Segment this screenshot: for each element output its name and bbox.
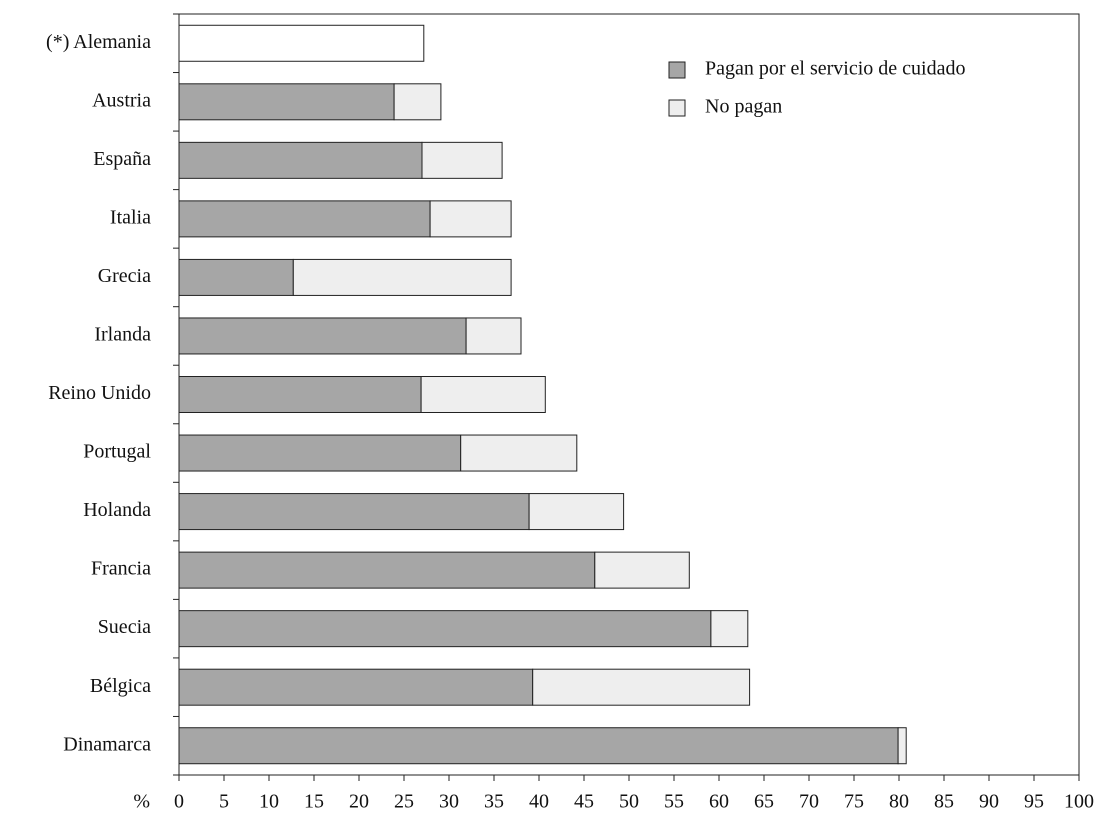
bar-segment bbox=[178, 24, 425, 62]
y-tick-label: Grecia bbox=[98, 265, 151, 287]
x-tick-label: 45 bbox=[574, 791, 594, 813]
x-tick-label: 25 bbox=[394, 791, 414, 813]
x-tick-label: 20 bbox=[349, 791, 369, 813]
legend-swatch bbox=[668, 61, 686, 79]
bar-segment bbox=[528, 493, 625, 531]
x-tick-label: 55 bbox=[664, 791, 684, 813]
bar-segment bbox=[178, 727, 899, 765]
bar-segment bbox=[710, 610, 749, 648]
x-tick-label: 90 bbox=[979, 791, 999, 813]
y-tick-label: Dinamarca bbox=[63, 733, 151, 755]
y-tick-label: Portugal bbox=[83, 441, 151, 463]
x-tick-label: 70 bbox=[799, 791, 819, 813]
legend-swatch bbox=[668, 99, 686, 117]
x-tick-label: 95 bbox=[1024, 791, 1044, 813]
x-tick-label: 15 bbox=[304, 791, 324, 813]
bar-segment bbox=[429, 200, 512, 238]
x-tick-label: 40 bbox=[529, 791, 549, 813]
bar-segment bbox=[178, 317, 467, 355]
bar-segment bbox=[420, 376, 546, 413]
x-tick-label: 65 bbox=[754, 791, 774, 813]
legend-label: No pagan bbox=[705, 96, 782, 118]
y-tick-label: Suecia bbox=[98, 616, 151, 638]
legend-label: Pagan por el servicio de cuidado bbox=[705, 58, 965, 80]
x-tick-label: 50 bbox=[619, 791, 639, 813]
bar-segment bbox=[460, 434, 578, 472]
x-tick-label: 60 bbox=[709, 791, 729, 813]
bar-segment bbox=[594, 551, 690, 589]
bar-segment bbox=[178, 376, 422, 413]
bar-segment bbox=[178, 258, 294, 296]
bar-segment bbox=[292, 258, 512, 296]
y-tick-label: Italia bbox=[110, 206, 151, 228]
y-tick-label: Holanda bbox=[83, 499, 151, 521]
x-tick-label: 100 bbox=[1064, 791, 1094, 813]
bar-segment bbox=[178, 610, 712, 648]
x-axis-label: % bbox=[133, 791, 150, 813]
bar-segment bbox=[421, 141, 503, 179]
bar-segment bbox=[897, 727, 907, 765]
y-tick-label: España bbox=[93, 148, 151, 170]
bar-segment bbox=[178, 434, 462, 472]
bar-segment bbox=[178, 200, 431, 238]
y-tick-label: Francia bbox=[91, 558, 151, 580]
x-tick-label: 0 bbox=[174, 791, 184, 813]
bar-segment bbox=[178, 83, 395, 121]
bar-segment bbox=[465, 317, 522, 355]
x-tick-label: 10 bbox=[259, 791, 279, 813]
bar-segment bbox=[178, 493, 530, 531]
x-tick-label: 30 bbox=[439, 791, 459, 813]
y-tick-label: Austria bbox=[92, 89, 151, 111]
bar-segment bbox=[532, 668, 751, 706]
y-tick-label: Reino Unido bbox=[48, 382, 151, 404]
x-tick-label: 80 bbox=[889, 791, 909, 813]
bar-segment bbox=[178, 668, 534, 706]
bar-segment bbox=[393, 83, 442, 121]
bar-segment bbox=[178, 551, 596, 589]
x-tick-label: 5 bbox=[219, 791, 229, 813]
x-tick-label: 75 bbox=[844, 791, 864, 813]
y-tick-label: Bélgica bbox=[90, 675, 151, 697]
bar-segment bbox=[178, 141, 423, 179]
y-tick-label: (*) Alemania bbox=[46, 31, 151, 53]
x-tick-label: 85 bbox=[934, 791, 954, 813]
y-tick-label: Irlanda bbox=[94, 324, 151, 346]
x-tick-label: 35 bbox=[484, 791, 504, 813]
